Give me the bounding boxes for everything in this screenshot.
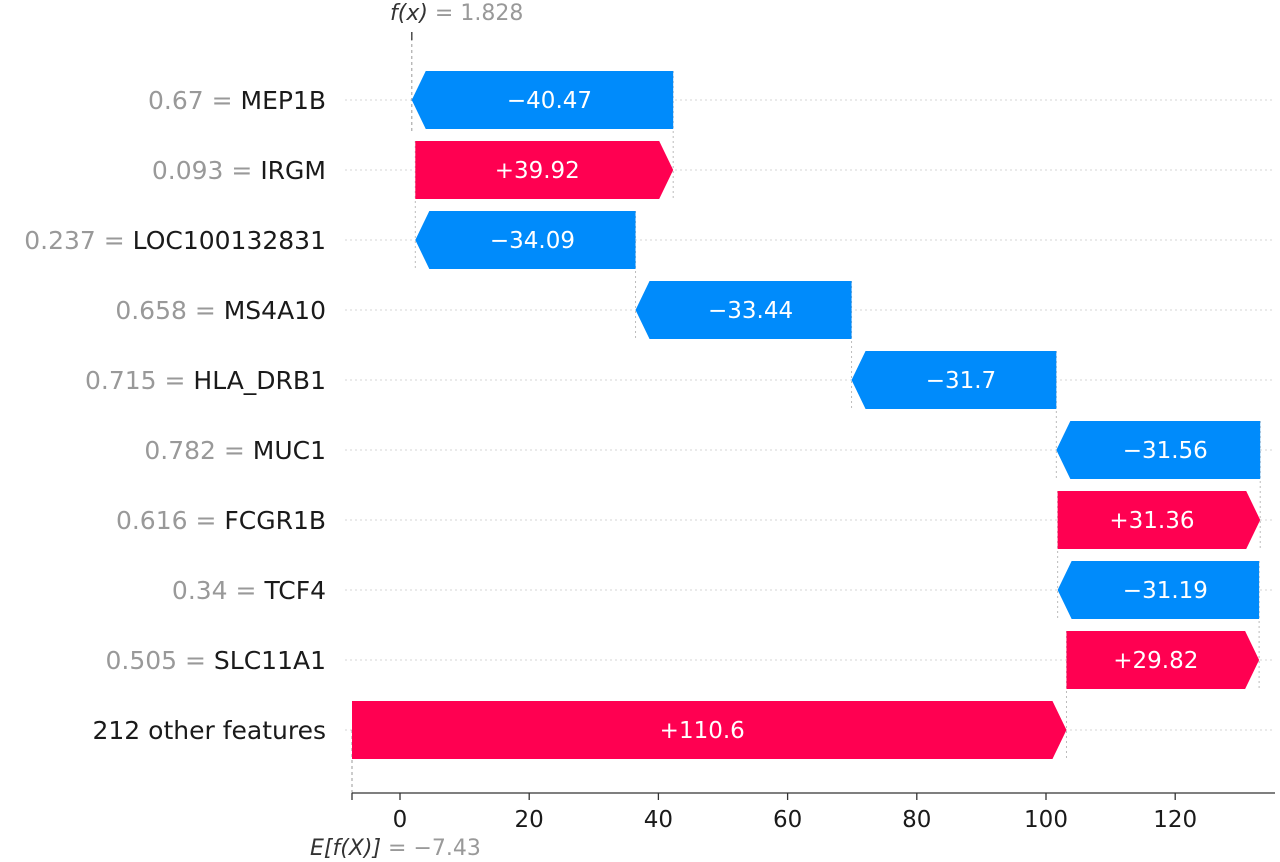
feature-name: MS4A10 bbox=[224, 296, 326, 325]
x-tick-label: 80 bbox=[902, 807, 931, 833]
feature-label: 0.34 = TCF4 bbox=[172, 576, 326, 605]
negative-bar bbox=[635, 281, 852, 339]
feature-name: SLC11A1 bbox=[214, 646, 326, 675]
feature-name: HLA_DRB1 bbox=[193, 366, 326, 395]
negative-bar bbox=[1057, 561, 1260, 619]
output-value-annotation: f(x) = 1.828 bbox=[390, 1, 523, 26]
bar-value-label: −34.09 bbox=[490, 228, 575, 254]
feature-value: 0.237 = bbox=[24, 226, 132, 255]
x-tick-label: 0 bbox=[393, 807, 408, 833]
feature-label: 0.782 = MUC1 bbox=[144, 436, 326, 465]
labels-layer: −40.47 0.67 = MEP1B +39.92 0.093 = IRGM −34.… bbox=[24, 86, 1275, 833]
x-tick-label: 60 bbox=[773, 807, 802, 833]
positive-bar bbox=[415, 141, 674, 199]
feature-value: 0.658 = bbox=[115, 296, 223, 325]
bar-value-label: +29.82 bbox=[1113, 648, 1198, 674]
output-value: 1.828 bbox=[460, 1, 523, 26]
negative-bar bbox=[411, 71, 674, 129]
base-value-annotation: E[f(X)] = −7.43 bbox=[310, 836, 481, 861]
x-tick-label: 120 bbox=[1153, 807, 1197, 833]
feature-name: MUC1 bbox=[253, 436, 326, 465]
feature-value: 0.67 = bbox=[148, 86, 241, 115]
bar-value-label: −31.7 bbox=[926, 368, 996, 394]
feature-name: TCF4 bbox=[263, 576, 326, 605]
feature-label: 212 other features bbox=[93, 716, 327, 745]
feature-value: 0.616 = bbox=[116, 506, 224, 535]
bar-value-label: +39.92 bbox=[495, 158, 580, 184]
output-value-label: f(x) bbox=[390, 1, 428, 26]
positive-bar bbox=[1066, 631, 1260, 689]
feature-value: 0.715 = bbox=[85, 366, 193, 395]
positive-bar bbox=[352, 701, 1067, 759]
feature-label: 0.616 = FCGR1B bbox=[116, 506, 326, 535]
x-tick-label: 40 bbox=[644, 807, 673, 833]
feature-value: 0.505 = bbox=[106, 646, 214, 675]
bar-value-label: +31.36 bbox=[1109, 508, 1194, 534]
feature-label: 0.237 = LOC100132831 bbox=[24, 226, 326, 255]
bar-value-label: −31.56 bbox=[1123, 438, 1208, 464]
output-value-equals: = bbox=[428, 1, 460, 26]
positive-bar bbox=[1057, 491, 1261, 549]
negative-bar bbox=[415, 211, 636, 269]
base-value-label: E[f(X)] bbox=[310, 836, 381, 861]
feature-name: MEP1B bbox=[241, 86, 327, 115]
bar-value-label: −33.44 bbox=[708, 298, 793, 324]
bars-layer bbox=[352, 71, 1261, 759]
feature-name: IRGM bbox=[260, 156, 326, 185]
feature-value: 0.34 = bbox=[172, 576, 265, 605]
negative-bar bbox=[1056, 421, 1261, 479]
bar-value-label: +110.6 bbox=[660, 718, 745, 744]
feature-name: FCGR1B bbox=[224, 506, 326, 535]
feature-label: 0.658 = MS4A10 bbox=[115, 296, 326, 325]
base-value: −7.43 bbox=[413, 836, 480, 861]
bar-value-label: −31.19 bbox=[1123, 578, 1208, 604]
feature-name: LOC100132831 bbox=[133, 226, 326, 255]
negative-bar bbox=[851, 351, 1057, 409]
feature-label: 0.67 = MEP1B bbox=[148, 86, 326, 115]
feature-value: 0.093 = bbox=[152, 156, 260, 185]
feature-name: 212 other features bbox=[93, 716, 327, 745]
base-value-equals: = bbox=[381, 836, 413, 861]
feature-value: 0.782 = bbox=[144, 436, 252, 465]
feature-label: 0.505 = SLC11A1 bbox=[106, 646, 327, 675]
bar-value-label: −40.47 bbox=[507, 88, 592, 114]
feature-label: 0.715 = HLA_DRB1 bbox=[85, 366, 326, 395]
x-tick-label: 100 bbox=[1024, 807, 1068, 833]
x-tick-label: 20 bbox=[515, 807, 544, 833]
feature-label: 0.093 = IRGM bbox=[152, 156, 326, 185]
